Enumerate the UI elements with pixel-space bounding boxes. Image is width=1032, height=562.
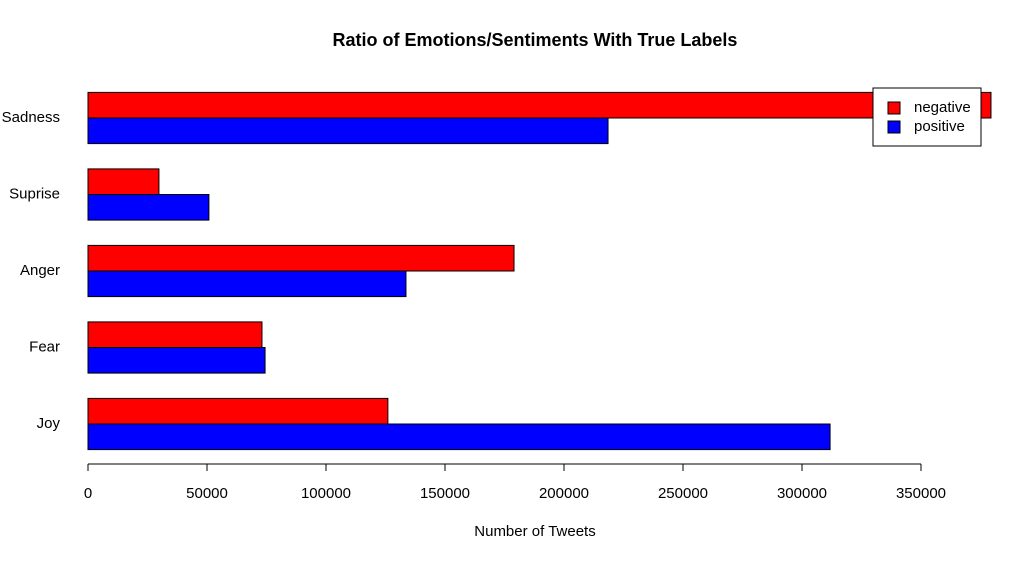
x-tick-label: 250000: [658, 485, 708, 502]
y-tick-label: Suprise: [9, 185, 60, 202]
x-tick-label: 200000: [539, 485, 589, 502]
y-tick-label: Fear: [29, 338, 60, 355]
y-tick-label: Sadness: [2, 109, 60, 126]
bar: [87, 423, 831, 451]
legend-swatch: [887, 120, 901, 134]
y-tick-label: Anger: [20, 262, 60, 279]
x-tick-label: 0: [84, 485, 92, 502]
legend-box: [872, 87, 982, 147]
bar: [87, 194, 210, 221]
x-tick-label: 300000: [777, 485, 827, 502]
x-axis-label: Number of Tweets: [474, 523, 595, 540]
bar: [87, 397, 389, 425]
y-tick-label: Joy: [37, 415, 61, 432]
legend-label: negative: [914, 99, 971, 116]
x-tick-label: 150000: [420, 485, 470, 502]
bar: [87, 347, 266, 374]
bar: [87, 270, 407, 298]
legend-label: positive: [914, 118, 965, 135]
bar: [87, 321, 263, 348]
x-tick-label: 50000: [186, 485, 228, 502]
x-tick-label: 100000: [301, 485, 351, 502]
bar: [87, 117, 609, 145]
bar: [87, 168, 160, 195]
chart-title: Ratio of Emotions/Sentiments With True L…: [333, 30, 738, 50]
legend-swatch: [887, 101, 901, 115]
bar: [87, 244, 515, 272]
x-tick-label: 350000: [896, 485, 946, 502]
bar: [87, 91, 992, 119]
